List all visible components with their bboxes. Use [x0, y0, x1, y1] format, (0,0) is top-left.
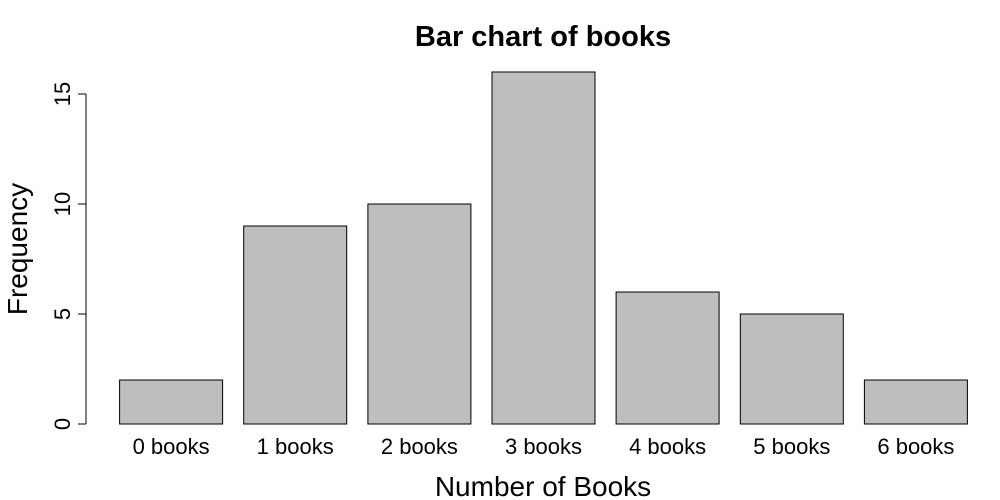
bar-1	[243, 225, 348, 425]
x-tick-label-6: 6 books	[877, 434, 954, 459]
x-tick-label-5: 5 books	[753, 434, 830, 459]
y-axis: 0 5 10 15	[50, 82, 87, 430]
x-axis-label: Number of Books	[435, 471, 651, 500]
bar-series	[119, 71, 968, 425]
bar-6	[863, 379, 968, 425]
bar-3	[491, 71, 596, 425]
bar-5	[739, 313, 844, 425]
x-tick-label-1: 1 books	[257, 434, 334, 459]
bar-2	[367, 203, 472, 425]
y-tick-label-2: 10	[50, 192, 75, 216]
x-axis-tick-labels: 0 books 1 books 2 books 3 books 4 books 5 boo…	[133, 434, 955, 459]
x-tick-label-3: 3 books	[505, 434, 582, 459]
bar-0	[119, 379, 224, 425]
chart-title: Bar chart of books	[415, 21, 671, 53]
x-tick-label-2: 2 books	[381, 434, 458, 459]
bar-4	[615, 291, 720, 425]
y-tick-label-1: 5	[50, 308, 75, 320]
y-axis-label: Frequency	[2, 183, 33, 315]
x-tick-label-0: 0 books	[133, 434, 210, 459]
x-tick-label-4: 4 books	[629, 434, 706, 459]
y-tick-label-0: 0	[50, 418, 75, 430]
y-tick-label-3: 15	[50, 82, 75, 106]
